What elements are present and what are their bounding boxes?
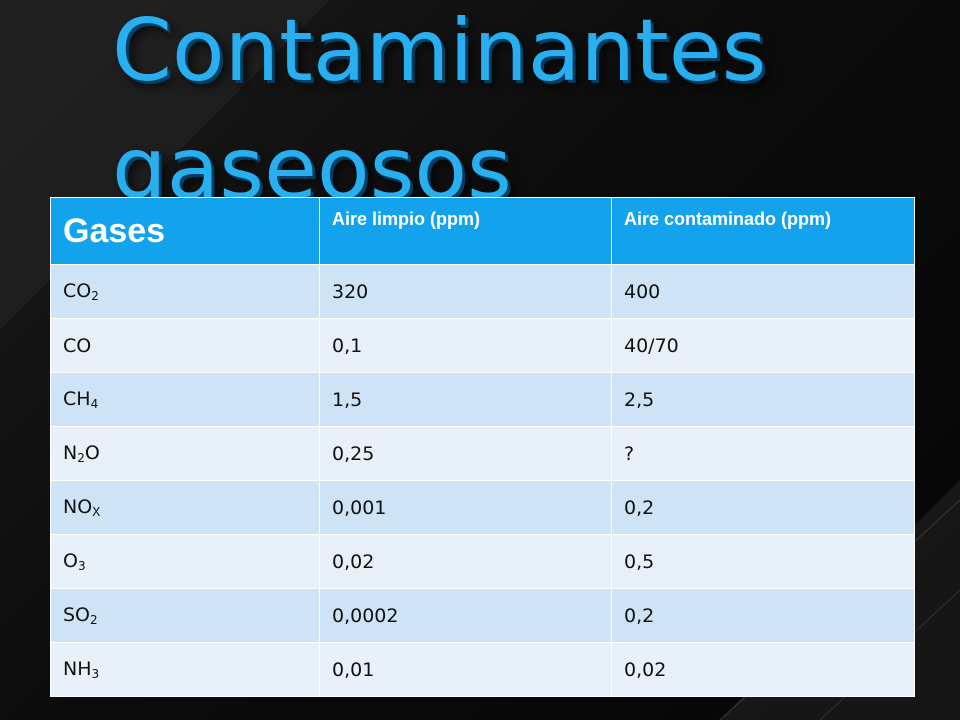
table-row: NH3 0,01 0,02 — [50, 642, 915, 697]
cell-clean-air: 0,1 — [319, 318, 612, 373]
gas-formula: NO — [63, 496, 93, 518]
cell-polluted-air: ? — [611, 426, 915, 481]
gas-subscript: 2 — [91, 289, 99, 303]
slide-title: Contaminantes gaseosos — [112, 0, 942, 228]
gas-formula: O — [63, 550, 78, 572]
slide-title-line-1: Contaminantes — [112, 1, 767, 101]
cell-clean-air: 0,25 — [319, 426, 612, 481]
cell-clean-air: 320 — [319, 264, 612, 319]
gases-table: Gases Aire limpio (ppm) Aire contaminado… — [50, 197, 915, 697]
cell-clean-air: 0,0002 — [319, 588, 612, 643]
table-row: NOX 0,001 0,2 — [50, 480, 915, 535]
gas-formula-tail: O — [84, 442, 100, 464]
cell-gas: SO2 — [50, 588, 320, 643]
table-row: CO 0,1 40/70 — [50, 318, 915, 373]
cell-polluted-air: 0,2 — [611, 480, 915, 535]
gas-formula: SO — [63, 604, 91, 626]
table-row: SO2 0,0002 0,2 — [50, 588, 915, 643]
gas-formula: CO — [63, 280, 92, 302]
gas-formula: CO — [63, 334, 92, 357]
cell-gas: CO — [50, 318, 320, 373]
gas-subscript: 3 — [77, 559, 86, 573]
gas-subscript: X — [92, 505, 101, 519]
cell-gas: N2O — [50, 426, 320, 481]
header-clean-air: Aire limpio (ppm) — [319, 197, 612, 265]
cell-clean-air: 1,5 — [319, 372, 612, 427]
gas-formula: NH — [63, 658, 92, 680]
gas-subscript: 2 — [77, 451, 85, 465]
gas-formula: N — [63, 442, 78, 464]
table-row: CH4 1,5 2,5 — [50, 372, 915, 427]
table-header-row: Gases Aire limpio (ppm) Aire contaminado… — [50, 197, 915, 265]
gas-subscript: 2 — [90, 613, 98, 627]
cell-gas: NOX — [50, 480, 320, 535]
gas-formula: CH — [63, 388, 91, 410]
cell-clean-air: 0,01 — [319, 642, 612, 697]
gas-subscript: 4 — [90, 397, 99, 411]
cell-gas: NH3 — [50, 642, 320, 697]
cell-gas: O3 — [50, 534, 320, 589]
cell-polluted-air: 0,5 — [611, 534, 915, 589]
header-polluted-air: Aire contaminado (ppm) — [611, 197, 915, 265]
table-row: CO2 320 400 — [50, 264, 915, 319]
cell-polluted-air: 400 — [611, 264, 915, 319]
cell-polluted-air: 2,5 — [611, 372, 915, 427]
table-row: N2O 0,25? — [50, 426, 915, 481]
cell-clean-air: 0,001 — [319, 480, 612, 535]
gas-subscript: 3 — [91, 667, 100, 681]
cell-gas: CO2 — [50, 264, 320, 319]
header-gases: Gases — [50, 197, 320, 265]
cell-clean-air: 0,02 — [319, 534, 612, 589]
cell-polluted-air: 0,02 — [611, 642, 915, 697]
cell-polluted-air: 40/70 — [611, 318, 915, 373]
table-row: O3 0,02 0,5 — [50, 534, 915, 589]
cell-gas: CH4 — [50, 372, 320, 427]
cell-polluted-air: 0,2 — [611, 588, 915, 643]
